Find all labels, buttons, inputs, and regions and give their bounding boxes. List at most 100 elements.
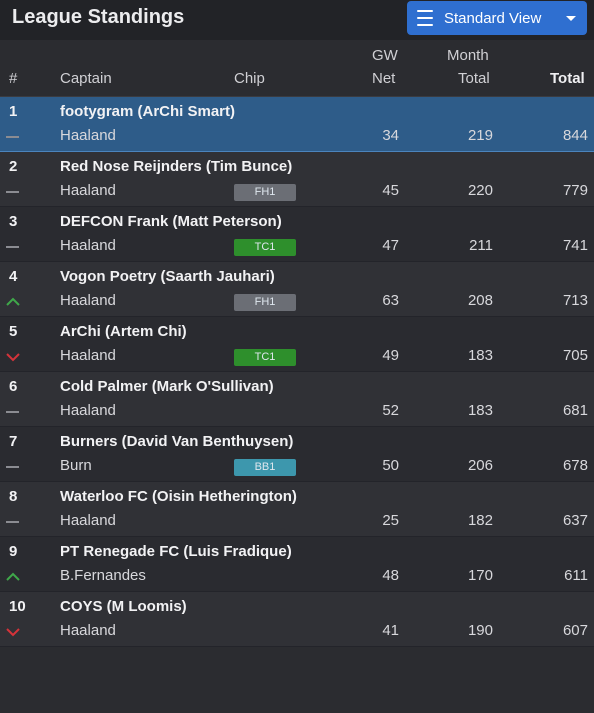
captain-name: Haaland [60, 622, 116, 639]
team-name[interactable]: Red Nose Reijnders (Tim Bunce) [60, 158, 293, 175]
rank-number: 4 [9, 268, 18, 285]
rank-number: 6 [9, 378, 18, 395]
table-row[interactable]: 6 Cold Palmer (Mark O'Sullivan) Haaland 52 1… [0, 372, 594, 427]
table-header: # Captain Chip GW Net Month Total Total [0, 40, 594, 97]
arrow-down-icon [5, 626, 21, 638]
column-header-month-bottom[interactable]: Total [458, 70, 490, 87]
team-name[interactable]: Cold Palmer (Mark O'Sullivan) [60, 378, 274, 395]
arrow-up-icon [5, 296, 21, 308]
gw-net-value: 34 [382, 127, 399, 144]
table-row[interactable]: 4 Vogon Poetry (Saarth Jauhari) Haaland FH1… [0, 262, 594, 317]
month-total-value: 206 [467, 457, 493, 474]
standard-view-dropdown[interactable]: Standard View [407, 1, 587, 35]
captain-name: Haaland [60, 127, 116, 144]
table-row[interactable]: 1 footygram (ArChi Smart) Haaland 34 219 844 [0, 97, 594, 152]
month-total-value: 220 [467, 182, 493, 199]
total-points-value: 779 [562, 182, 588, 199]
table-row[interactable]: 8 Waterloo FC (Oisin Hetherington) Haaland… [0, 482, 594, 537]
table-row[interactable]: 5 ArChi (Artem Chi) Haaland TC1 49 183 705 [0, 317, 594, 372]
total-points-value: 607 [562, 622, 588, 639]
table-row[interactable]: 7 Burners (David Van Benthuysen) Burn BB1 50… [0, 427, 594, 482]
month-total-value: 190 [467, 622, 493, 639]
captain-name: Haaland [60, 512, 116, 529]
chevron-down-icon[interactable] [566, 16, 576, 21]
captain-name: B.Fernandes [60, 567, 146, 584]
month-total-value: 183 [467, 347, 493, 364]
no-change-icon [5, 186, 21, 198]
captain-name: Haaland [60, 402, 116, 419]
gw-net-value: 50 [382, 457, 399, 474]
arrow-down-icon [5, 351, 21, 363]
total-points-value: 844 [562, 127, 588, 144]
gw-net-value: 49 [382, 347, 399, 364]
team-name[interactable]: Vogon Poetry (Saarth Jauhari) [60, 268, 275, 285]
month-total-value: 208 [467, 292, 493, 309]
menu-icon [417, 10, 433, 26]
team-name[interactable]: DEFCON Frank (Matt Peterson) [60, 213, 282, 230]
chip-badge: FH1 [234, 184, 296, 201]
total-points-value: 678 [562, 457, 588, 474]
team-name[interactable]: Burners (David Van Benthuysen) [60, 433, 294, 450]
no-change-icon [5, 516, 21, 528]
no-change-icon [5, 241, 21, 253]
gw-net-value: 41 [382, 622, 399, 639]
month-total-value: 170 [467, 567, 493, 584]
gw-net-value: 45 [382, 182, 399, 199]
total-points-value: 713 [562, 292, 588, 309]
column-header-gw-bottom[interactable]: Net [372, 70, 396, 87]
rank-number: 7 [9, 433, 18, 450]
month-total-value: 211 [469, 237, 493, 254]
team-name[interactable]: footygram (ArChi Smart) [60, 103, 236, 120]
rank-number: 2 [9, 158, 18, 175]
no-change-icon [5, 461, 21, 473]
page-title: League Standings [12, 6, 185, 28]
gw-net-value: 63 [382, 292, 399, 309]
team-name[interactable]: ArChi (Artem Chi) [60, 323, 187, 340]
captain-name: Haaland [60, 237, 116, 254]
gw-net-value: 48 [382, 567, 399, 584]
month-total-value: 219 [467, 127, 493, 144]
column-header-chip[interactable]: Chip [234, 70, 265, 87]
chip-badge: TC1 [234, 239, 296, 256]
total-points-value: 637 [562, 512, 588, 529]
chip-badge: BB1 [234, 459, 296, 476]
table-row[interactable]: 10 COYS (M Loomis) Haaland 41 190 607 [0, 592, 594, 647]
rank-number: 5 [9, 323, 18, 340]
gw-net-value: 52 [382, 402, 399, 419]
total-points-value: 705 [562, 347, 588, 364]
team-name[interactable]: PT Renegade FC (Luis Fradique) [60, 543, 292, 560]
column-header-captain[interactable]: Captain [60, 70, 112, 87]
team-name[interactable]: Waterloo FC (Oisin Hetherington) [60, 488, 297, 505]
rank-number: 3 [9, 213, 18, 230]
captain-name: Haaland [60, 182, 116, 199]
column-header-month-top[interactable]: Month [447, 47, 489, 64]
total-points-value: 741 [562, 237, 588, 254]
rank-number: 9 [9, 543, 18, 560]
chip-badge: FH1 [234, 294, 296, 311]
arrow-up-icon [5, 571, 21, 583]
view-dropdown-label: Standard View [444, 10, 542, 27]
table-row[interactable]: 9 PT Renegade FC (Luis Fradique) B.Fernand… [0, 537, 594, 592]
captain-name: Burn [60, 457, 92, 474]
rank-number: 1 [9, 103, 18, 120]
total-points-value: 681 [562, 402, 588, 419]
header-bar: League Standings Standard View [0, 0, 594, 40]
total-points-value: 611 [564, 567, 588, 584]
table-row[interactable]: 2 Red Nose Reijnders (Tim Bunce) Haaland FH… [0, 152, 594, 207]
table-row[interactable]: 3 DEFCON Frank (Matt Peterson) Haaland TC1 4… [0, 207, 594, 262]
column-header-rank[interactable]: # [9, 70, 18, 87]
rank-number: 10 [9, 598, 26, 615]
chip-badge: TC1 [234, 349, 296, 366]
month-total-value: 182 [467, 512, 493, 529]
rank-number: 8 [9, 488, 18, 505]
captain-name: Haaland [60, 347, 116, 364]
no-change-icon [5, 406, 21, 418]
column-header-total[interactable]: Total [550, 70, 585, 87]
captain-name: Haaland [60, 292, 116, 309]
gw-net-value: 25 [382, 512, 399, 529]
team-name[interactable]: COYS (M Loomis) [60, 598, 187, 615]
gw-net-value: 47 [382, 237, 399, 254]
standings-table-body: 1 footygram (ArChi Smart) Haaland 34 219 844 2… [0, 97, 594, 647]
month-total-value: 183 [467, 402, 493, 419]
column-header-gw-top[interactable]: GW [372, 47, 398, 64]
